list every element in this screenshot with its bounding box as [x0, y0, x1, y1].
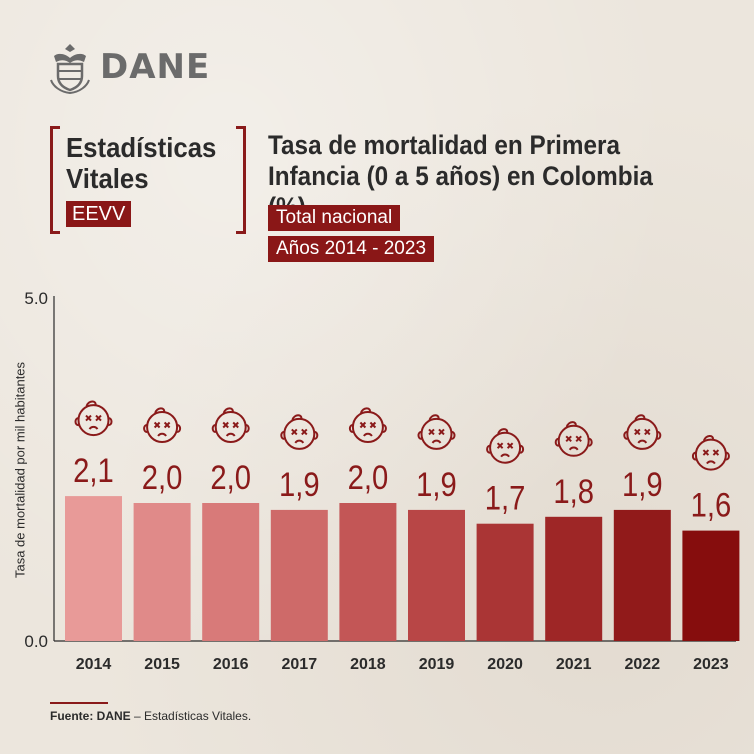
bracket-left: [50, 126, 60, 234]
chart-title: Tasa de mortalidad en Primera Infancia (…: [268, 130, 653, 222]
source-text: – Estadísticas Vitales.: [134, 709, 252, 723]
sad-baby-face-icon: [554, 421, 593, 457]
bar-value-label: 1,9: [279, 465, 320, 504]
x-tick-label: 2021: [556, 656, 592, 673]
logo-wordmark: DANE: [100, 47, 211, 87]
bar-value-label: 2,0: [348, 458, 389, 497]
sad-baby-face-icon: [417, 414, 456, 450]
bar: [270, 509, 328, 641]
bar: [408, 509, 465, 641]
bracket-right: [236, 126, 246, 234]
bar-value-label: 1,7: [485, 479, 526, 518]
y-tick-label-top: 5.0: [24, 289, 48, 308]
sad-baby-face-icon: [143, 407, 182, 443]
section-title: Estadísticas Vitales: [66, 132, 217, 194]
x-tick-label: 2017: [282, 656, 318, 673]
x-tick-label: 2018: [350, 656, 386, 673]
sad-baby-face-icon: [623, 414, 662, 450]
sad-baby-face-icon: [691, 434, 730, 471]
bar-value-label: 2,0: [142, 458, 183, 497]
sad-baby-face-icon: [211, 407, 250, 443]
bar-value-label: 1,9: [622, 465, 663, 504]
bar: [133, 503, 191, 641]
x-tick-label: 2019: [419, 656, 455, 673]
source-prefix: Fuente: DANE: [50, 709, 131, 723]
x-tick-label: 2016: [213, 656, 249, 673]
x-tick-label: 2020: [487, 656, 523, 673]
bar: [613, 509, 671, 641]
bar-value-label: 1,8: [553, 472, 594, 511]
sad-baby-face-icon: [280, 414, 319, 450]
scope-tag: Total nacional: [268, 205, 401, 231]
source-divider: [50, 702, 108, 704]
dane-logo: DANE: [48, 40, 210, 94]
sad-baby-face-icon: [348, 407, 387, 443]
section-abbreviation: EEVV: [66, 201, 132, 227]
sad-baby-face-icon: [486, 428, 525, 464]
bar-value-label: 1,6: [691, 486, 732, 525]
coat-of-arms-icon: [50, 44, 90, 94]
bar: [476, 523, 534, 641]
sad-baby-face-icon: [74, 400, 113, 437]
bar: [545, 516, 603, 641]
bar-value-label: 1,9: [416, 465, 457, 504]
x-tick-label: 2023: [693, 656, 729, 673]
section-badge: Estadísticas Vitales EEVV: [50, 126, 246, 234]
bar: [682, 530, 740, 641]
x-tick-label: 2022: [625, 656, 661, 673]
years-tag: Años 2014 - 2023: [268, 236, 435, 262]
bar: [202, 503, 260, 641]
x-tick-label: 2015: [144, 656, 180, 673]
bar-value-label: 2,0: [210, 458, 251, 497]
bar: [339, 503, 397, 641]
bar-value-label: 2,1: [73, 451, 114, 490]
x-tick-label: 2014: [76, 656, 112, 673]
bar: [65, 496, 122, 641]
y-tick-label-bottom: 0.0: [24, 632, 48, 651]
y-axis-label: Tasa de mortalidad por mil habitantes: [12, 361, 28, 579]
source-note: Fuente: DANE – Estadísticas Vitales.: [50, 709, 251, 723]
